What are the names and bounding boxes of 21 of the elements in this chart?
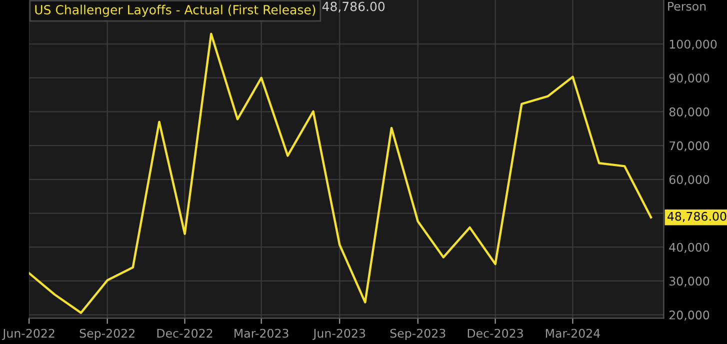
x-tick-label: Jun-2023 [312, 328, 366, 340]
y-tick-label: 60,000 [669, 175, 710, 186]
y-tick-label: 40,000 [669, 242, 710, 253]
y-axis-title: Person [668, 2, 706, 11]
y-tick-label: 100,000 [670, 40, 717, 50]
y-tick-label: 20,000 [669, 310, 710, 321]
chart-title: US Challenger Layoffs - Actual (First Release) [35, 4, 316, 17]
x-tick-label: Dec-2022 [157, 328, 212, 338]
x-tick-label: Mar-2024 [546, 328, 600, 338]
x-tick-label: Jun-2022 [2, 328, 54, 340]
y-tick-label: 90,000 [669, 74, 710, 84]
y-tick-label: 30,000 [670, 276, 710, 287]
x-tick-label: Dec-2023 [468, 328, 523, 338]
annotation: 48,786.00 [322, 2, 385, 12]
line-series [29, 32, 652, 314]
y-tick-label: 70,000 [670, 141, 710, 152]
y-tick-label: 80,000 [669, 107, 710, 118]
annotation: 48,786.00 [668, 212, 726, 222]
x-tick-label: Sep-2023 [390, 328, 446, 340]
x-tick-label: Sep-2022 [80, 328, 134, 340]
x-tick-label: Mar-2023 [234, 328, 288, 338]
